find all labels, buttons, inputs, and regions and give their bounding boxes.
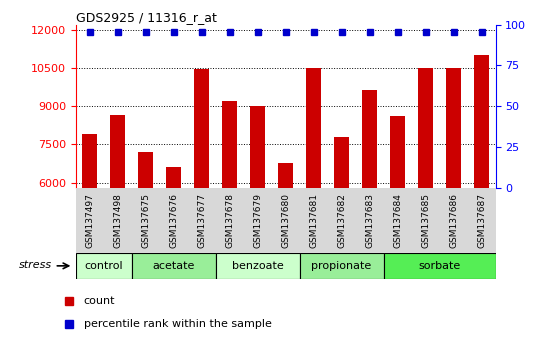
Bar <box>278 164 293 335</box>
Text: GSM137684: GSM137684 <box>393 193 402 248</box>
Text: control: control <box>85 261 123 271</box>
Bar <box>390 116 405 335</box>
Bar <box>446 68 461 335</box>
Bar <box>194 69 209 335</box>
Text: GDS2925 / 11316_r_at: GDS2925 / 11316_r_at <box>76 11 217 24</box>
Text: GSM137679: GSM137679 <box>253 193 262 248</box>
Bar <box>418 68 433 335</box>
Bar <box>76 253 132 279</box>
Text: GSM137681: GSM137681 <box>309 193 318 248</box>
Bar <box>300 253 384 279</box>
Bar <box>250 106 265 335</box>
Text: GSM137498: GSM137498 <box>113 193 122 248</box>
Text: GSM137685: GSM137685 <box>421 193 430 248</box>
Text: GSM137675: GSM137675 <box>141 193 150 248</box>
Text: GSM137678: GSM137678 <box>225 193 234 248</box>
Bar <box>384 253 496 279</box>
Text: GSM137687: GSM137687 <box>477 193 486 248</box>
Bar <box>216 253 300 279</box>
Bar <box>82 134 97 335</box>
Text: GSM137677: GSM137677 <box>197 193 206 248</box>
Text: propionate: propionate <box>311 261 372 271</box>
Text: stress: stress <box>19 260 52 270</box>
Text: count: count <box>84 296 115 306</box>
Text: GSM137497: GSM137497 <box>85 193 94 248</box>
Bar <box>166 167 181 335</box>
Bar <box>334 137 349 335</box>
Text: GSM137680: GSM137680 <box>281 193 290 248</box>
Text: GSM137682: GSM137682 <box>337 193 346 248</box>
Bar <box>110 115 125 335</box>
Bar <box>222 101 237 335</box>
Text: GSM137676: GSM137676 <box>169 193 178 248</box>
Text: sorbate: sorbate <box>418 261 461 271</box>
Text: percentile rank within the sample: percentile rank within the sample <box>84 319 272 329</box>
Bar <box>474 55 489 335</box>
Bar <box>306 68 321 335</box>
Text: acetate: acetate <box>152 261 195 271</box>
Bar <box>362 90 377 335</box>
Text: GSM137686: GSM137686 <box>449 193 458 248</box>
Bar <box>132 253 216 279</box>
Bar <box>138 152 153 335</box>
Text: benzoate: benzoate <box>232 261 283 271</box>
Text: GSM137683: GSM137683 <box>365 193 374 248</box>
